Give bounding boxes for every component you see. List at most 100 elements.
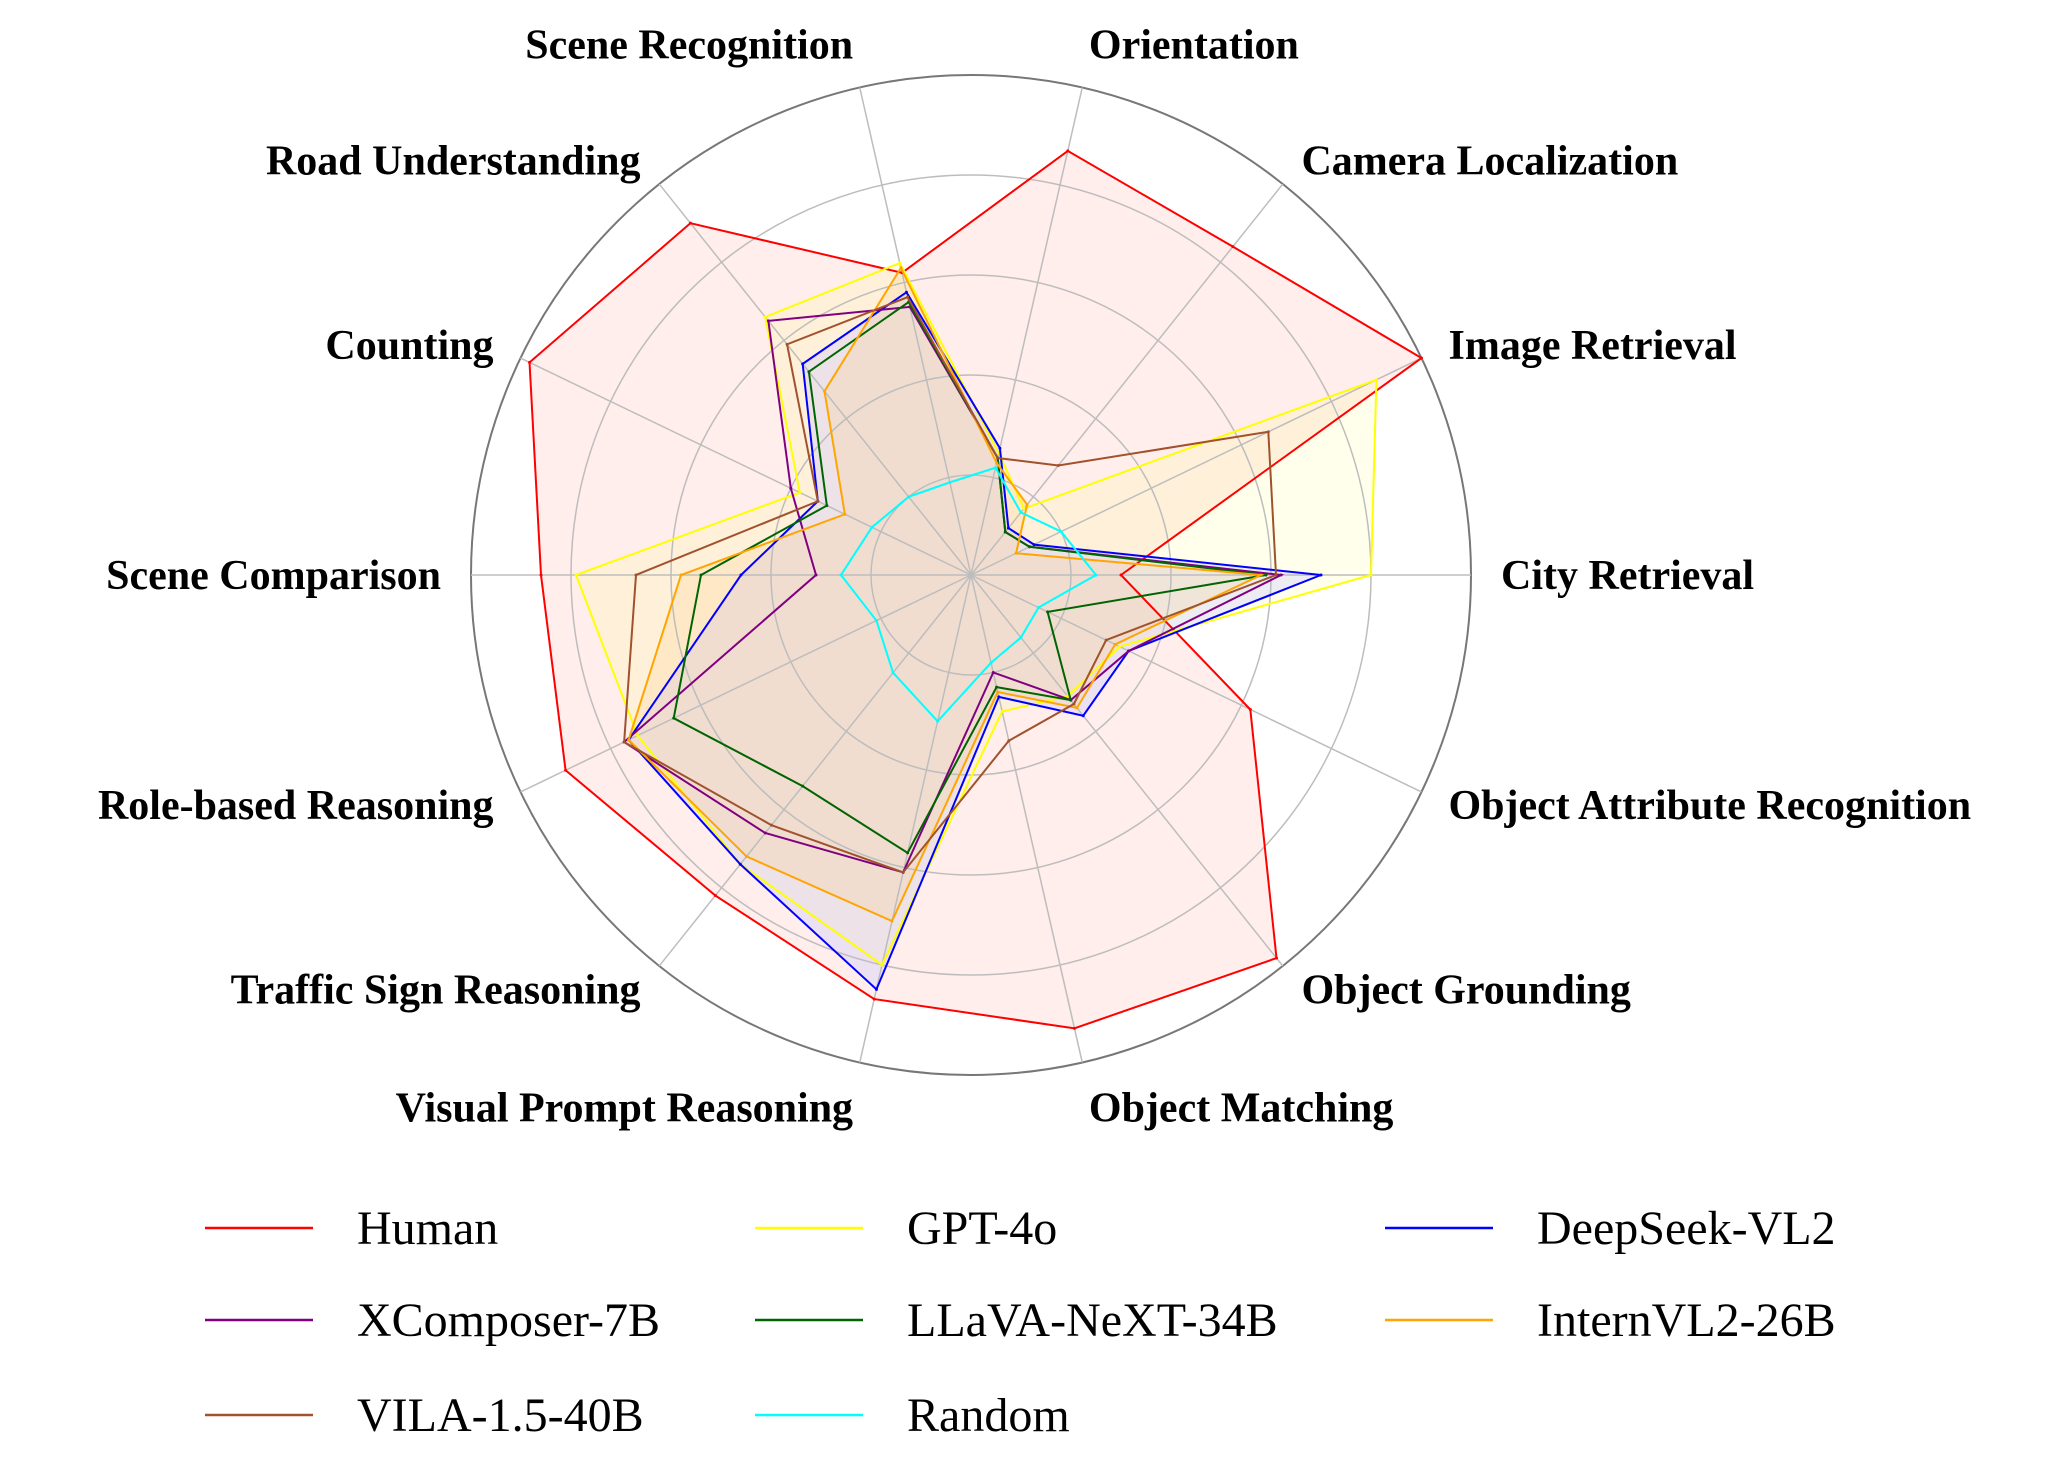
data-point	[991, 670, 995, 674]
data-point	[539, 573, 543, 577]
data-point	[1094, 573, 1098, 577]
axis-label-camera-localization: Camera Localization	[1301, 139, 1678, 185]
data-point	[1066, 149, 1070, 153]
legend-label: InternVL2-26B	[1537, 1294, 1836, 1347]
legend-item-xcomposer-7b: XComposer-7B	[205, 1294, 660, 1347]
spoke-object-grounding	[970, 574, 1284, 967]
data-point	[1025, 503, 1029, 507]
spoke-orientation	[970, 87, 1083, 576]
spoke-object-attribute-recognition	[970, 574, 1422, 793]
data-point	[801, 362, 805, 366]
data-point	[738, 862, 742, 866]
legend-item-deepseek-vl2: DeepSeek-VL2	[1385, 1202, 1836, 1255]
data-point	[1072, 702, 1076, 706]
data-point	[634, 573, 638, 577]
data-point	[843, 512, 847, 516]
data-point	[1113, 642, 1117, 646]
series-lines	[528, 149, 1424, 1030]
data-point	[1231, 245, 1235, 249]
data-point	[814, 573, 818, 577]
data-point	[636, 734, 640, 738]
axis-label-role-based-reasoning: Role-based Reasoning	[98, 783, 494, 829]
series-human	[528, 149, 1424, 1030]
data-point	[1019, 636, 1023, 640]
data-point	[907, 495, 911, 499]
data-point	[874, 619, 878, 623]
radar-grid	[470, 74, 1472, 1076]
data-point	[1419, 356, 1423, 360]
data-point	[564, 768, 568, 772]
data-point	[1022, 507, 1026, 511]
data-point	[699, 573, 703, 577]
data-point	[1374, 378, 1378, 382]
axis-label-road-understanding: Road Understanding	[266, 139, 641, 185]
data-point	[936, 719, 940, 723]
legend-label: GPT-4o	[907, 1202, 1057, 1255]
series-area-internvl2-26b	[628, 267, 1261, 922]
data-point	[766, 319, 770, 323]
data-point	[904, 290, 908, 294]
data-point	[995, 461, 999, 465]
data-point	[1007, 739, 1011, 743]
data-point	[785, 342, 789, 346]
data-point	[1081, 714, 1085, 718]
data-point	[993, 466, 997, 470]
data-point	[872, 997, 876, 1001]
data-point	[763, 831, 767, 835]
data-point	[1019, 510, 1023, 514]
spoke-visual-prompt-reasoning	[859, 574, 972, 1063]
data-point	[1075, 706, 1079, 710]
data-point	[1119, 573, 1123, 577]
legend-item-human: Human	[205, 1202, 498, 1255]
data-point	[1069, 698, 1073, 702]
spoke-scene-recognition	[859, 87, 972, 576]
data-point	[1014, 551, 1018, 555]
data-point	[890, 919, 894, 923]
data-point	[745, 854, 749, 858]
data-point	[622, 740, 626, 744]
data-point	[901, 870, 905, 874]
series-area-gpt-4o	[576, 263, 1377, 965]
data-point	[816, 499, 820, 503]
data-point	[995, 685, 999, 689]
axis-label-visual-prompt-reasoning: Visual Prompt Reasoning	[396, 1086, 853, 1132]
legend-label: DeepSeek-VL2	[1537, 1202, 1836, 1255]
data-point	[891, 671, 895, 675]
data-point	[688, 221, 692, 225]
axis-label-image-retrieval: Image Retrieval	[1449, 323, 1737, 369]
legend-label: Human	[357, 1202, 498, 1255]
spoke-road-understanding	[658, 183, 972, 576]
data-point	[880, 963, 884, 967]
spoke-camera-localization	[970, 183, 1284, 576]
data-point	[1118, 645, 1122, 649]
spoke-image-retrieval	[970, 357, 1422, 576]
legend-item-internvl2-26b: InternVL2-26B	[1385, 1294, 1836, 1347]
data-point	[996, 456, 1000, 460]
series-area-deepseek-vl2	[628, 292, 1321, 990]
legend-label: Random	[907, 1389, 1070, 1442]
legend-label: VILA-1.5-40B	[357, 1389, 644, 1442]
series-fills	[529, 150, 1422, 1029]
axis-label-orientation: Orientation	[1089, 22, 1299, 68]
data-point	[1066, 694, 1070, 698]
data-point	[801, 784, 805, 788]
data-point	[769, 823, 773, 827]
series-vila-1-5-40b	[622, 295, 1278, 874]
data-point	[1037, 606, 1041, 610]
data-point	[1264, 573, 1268, 577]
data-point	[1006, 526, 1010, 530]
data-point	[1072, 1026, 1076, 1030]
data-point	[807, 370, 811, 374]
legend-item-vila-1-5-40b: VILA-1.5-40B	[205, 1389, 644, 1442]
axis-label-scene-recognition: Scene Recognition	[525, 22, 853, 68]
data-point	[739, 573, 743, 577]
data-point	[1279, 573, 1283, 577]
data-point	[906, 851, 910, 855]
axis-label-scene-comparison: Scene Comparison	[106, 553, 441, 599]
data-point	[870, 525, 874, 529]
data-point	[1266, 430, 1270, 434]
data-point	[713, 894, 717, 898]
data-point	[906, 295, 910, 299]
